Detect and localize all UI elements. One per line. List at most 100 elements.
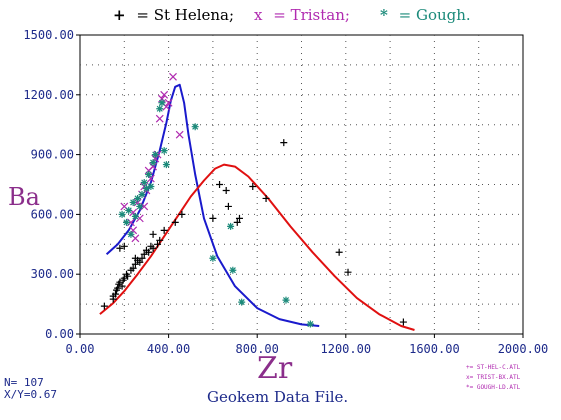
point-gough [125, 206, 133, 214]
point-st-helena [114, 284, 122, 292]
y-tick-label: 600.00 [31, 207, 74, 221]
point-gough [136, 202, 144, 210]
point-gough [147, 182, 155, 190]
point-st-helena [154, 240, 162, 248]
point-st-helena [209, 214, 217, 222]
point-tristan [164, 98, 173, 107]
x-tick-label: 2000.00 [498, 342, 549, 356]
n-count: N= 107 [4, 376, 44, 389]
legend: + = St Helena; x = Tristan; * = Gough. [113, 6, 471, 24]
point-st-helena [145, 248, 153, 256]
caption: Geokem Data File. [207, 388, 348, 406]
point-st-helena [109, 292, 117, 300]
point-tristan [169, 72, 177, 81]
x-tick-label: 1200.00 [321, 342, 372, 356]
point-st-helena [235, 214, 243, 222]
point-gough [229, 266, 237, 274]
file-tristan: x= TRIST-BX.ATL [466, 374, 521, 381]
xy-ratio: X/Y=0.67 [4, 388, 57, 401]
point-gough [118, 210, 126, 218]
point-gough [306, 320, 314, 328]
point-st-helena [335, 248, 343, 256]
legend-label-tristan: = Tristan; [273, 6, 350, 24]
legend-entry-st-helena: + = St Helena; [113, 6, 234, 24]
legend-entry-tristan: x = Tristan; [254, 6, 350, 24]
legend-symbol-tristan: x [254, 6, 263, 24]
file-gough: *= GOUGH-LD.ATL [466, 384, 521, 391]
point-st-helena [160, 226, 168, 234]
legend-label-gough: = Gough. [399, 6, 471, 24]
point-gough [123, 218, 131, 226]
point-st-helena [344, 268, 352, 276]
point-gough [191, 123, 199, 131]
x-tick-label: 400.00 [147, 342, 190, 356]
point-st-helena [129, 264, 137, 272]
point-st-helena [116, 244, 124, 252]
file-st-helena: += ST-HEL-C.ATL [466, 364, 521, 371]
point-gough [131, 212, 139, 220]
point-st-helena [149, 230, 157, 238]
point-st-helena [216, 181, 224, 188]
y-tick-label: 300.00 [31, 267, 74, 281]
point-st-helena [140, 250, 148, 258]
point-st-helena [120, 242, 128, 250]
point-gough [209, 254, 217, 262]
fit-curve-1 [105, 83, 320, 327]
point-gough [227, 222, 235, 230]
point-gough [138, 190, 146, 198]
point-gough [151, 151, 159, 159]
y-tick-label: 0.00 [45, 327, 74, 341]
x-tick-label: 800.00 [236, 342, 279, 356]
legend-entry-gough: * = Gough. [380, 6, 471, 24]
point-st-helena [224, 202, 232, 210]
legend-label-st-helena: = St Helena; [136, 6, 234, 24]
point-st-helena [399, 318, 407, 326]
point-gough [140, 179, 148, 187]
point-gough [162, 161, 170, 169]
y-axis-title: Ba [8, 183, 40, 211]
legend-symbol-st-helena: + [113, 6, 126, 24]
point-st-helena [118, 282, 126, 290]
data-points [100, 72, 407, 328]
point-st-helena [138, 254, 146, 262]
x-tick-label: 0.00 [66, 342, 95, 356]
point-st-helena [136, 258, 144, 266]
point-gough [158, 99, 166, 107]
fit-curve-2 [99, 163, 415, 331]
legend-symbol-gough: * [380, 6, 388, 24]
point-st-helena [149, 244, 157, 252]
point-st-helena [222, 186, 230, 194]
point-gough [156, 105, 164, 113]
x-tick-label: 1600.00 [409, 342, 460, 356]
point-st-helena [100, 302, 108, 310]
x-axis-title: Zr [257, 351, 293, 386]
point-gough [134, 194, 142, 202]
point-st-helena [124, 272, 132, 280]
point-gough [238, 298, 246, 306]
y-tick-label: 900.00 [31, 148, 74, 162]
file-list: += ST-HEL-C.ATL x= TRIST-BX.ATL *= GOUGH… [466, 364, 521, 391]
point-st-helena [280, 139, 288, 147]
point-gough [129, 198, 137, 206]
x-axis-ticks: 0.00 400.00 800.00 1200.00 1600.00 2000.00 [66, 334, 549, 356]
point-st-helena [171, 218, 179, 226]
point-st-helena [249, 182, 257, 190]
point-st-helena [262, 194, 270, 202]
point-st-helena [131, 254, 139, 262]
y-tick-label: 1200.00 [23, 88, 74, 102]
point-tristan [155, 114, 164, 123]
point-st-helena [156, 236, 164, 244]
point-st-helena [233, 218, 241, 226]
point-gough [145, 171, 153, 179]
point-tristan [160, 90, 169, 99]
point-st-helena [178, 210, 186, 218]
point-gough [160, 147, 168, 155]
point-gough [127, 230, 135, 238]
point-gough [149, 159, 157, 167]
point-gough [282, 296, 290, 304]
y-axis-ticks: 0.00 300.00 600.00 900.00 1200.00 1500.00 [23, 28, 80, 341]
point-tristan [175, 130, 184, 139]
y-tick-label: 1500.00 [23, 28, 74, 42]
point-st-helena [131, 260, 139, 268]
point-gough [142, 184, 150, 192]
